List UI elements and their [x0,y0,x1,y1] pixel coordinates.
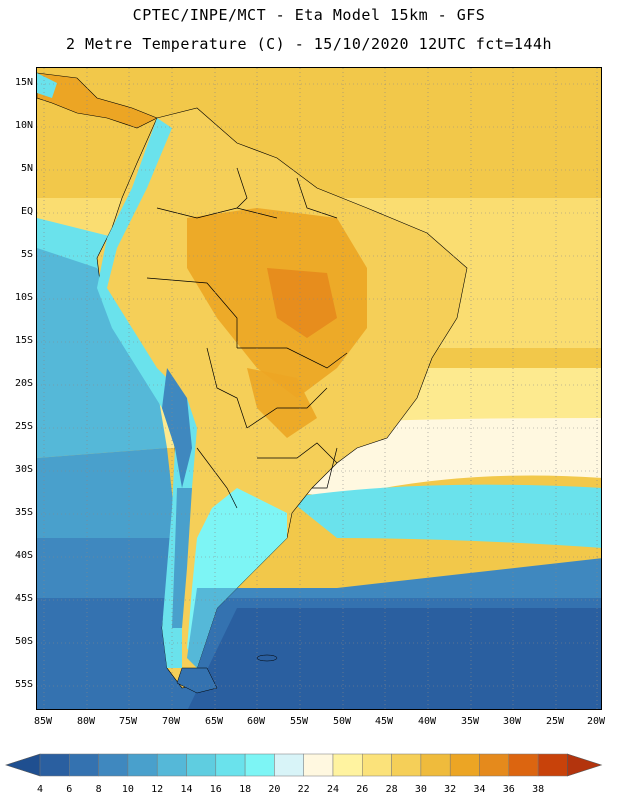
lat-label-50s: 50S [14,636,33,647]
lon-label-60w: 60W [246,716,266,727]
color-scale-tick-label: 14 [180,784,193,795]
lat-label-40s: 40S [14,550,33,561]
color-scale-swatch [39,753,70,777]
color-scale-tick-label: 38 [532,784,545,795]
color-scale-swatch [332,753,363,777]
color-scale-swatch [156,753,187,777]
color-scale-swatch [98,753,129,777]
color-scale-tick-label: 6 [66,784,73,795]
lat-label-20s: 20S [14,378,33,389]
color-scale-swatches [5,753,603,777]
color-scale-swatch [420,753,451,777]
color-scale-tick-label: 24 [326,784,340,795]
lon-label-75w: 75W [118,716,138,727]
color-scale-swatch [362,753,392,777]
color-scale-swatch [508,753,539,777]
color-scale-tick-label: 28 [385,784,398,795]
color-scale-swatch [215,753,246,777]
temperature-field [37,68,601,709]
color-scale-swatch [244,753,275,777]
color-scale-tick-label: 8 [95,784,102,795]
color-scale-high-arrow [567,753,603,777]
lat-label-10n: 10N [14,120,33,131]
lat-label-eq: EQ [20,206,33,217]
lon-label-55w: 55W [289,716,309,727]
color-scale-swatch [537,753,568,777]
color-scale-low-arrow [5,753,41,777]
map-subtitle: 2 Metre Temperature (C) - 15/10/2020 12U… [65,35,553,53]
temperature-map [36,67,602,710]
lon-label-20w: 20W [586,716,606,727]
color-scale-tick-label: 20 [268,784,281,795]
color-scale-tick-label: 26 [356,784,369,795]
lon-label-65w: 65W [204,716,224,727]
lat-label-15n: 15N [14,77,33,88]
lat-label-45s: 45S [14,593,33,604]
color-scale-swatch [186,753,217,777]
lat-label-55s: 55S [14,679,33,690]
color-scale-tick-label: 18 [239,784,252,795]
color-scale-tick-label: 36 [502,784,515,795]
lon-label-40w: 40W [417,716,437,727]
lon-label-85w: 85W [33,716,53,727]
color-scale-swatch [479,753,510,777]
lon-label-70w: 70W [161,716,181,727]
lon-label-50w: 50W [332,716,352,727]
color-scale-tick-label: 4 [36,784,44,795]
lat-label-30s: 30S [14,464,33,475]
color-scale-swatch [127,753,158,777]
color-scale-tick-label: 34 [473,784,486,795]
map-title: CPTEC/INPE/MCT - Eta Model 15km - GFS [132,6,486,24]
lat-label-5n: 5N [20,163,33,174]
lat-label-5s: 5S [20,249,33,260]
color-scale-swatch [449,753,480,777]
color-scale-swatch [274,753,304,777]
lat-label-10s: 10S [14,292,33,303]
color-scale-tick-label: 12 [151,784,164,795]
lon-label-45w: 45W [374,716,394,727]
lon-label-25w: 25W [545,716,565,727]
color-scale-swatch [303,753,334,777]
color-scale-bar [5,753,603,777]
lat-label-35s: 35S [14,507,33,518]
color-scale-tick-label: 10 [121,784,134,795]
lat-label-25s: 25S [14,421,33,432]
color-scale-tick-label: 22 [297,784,310,795]
lon-label-30w: 30W [502,716,522,727]
color-scale-tick-label: 32 [444,784,457,795]
color-scale-swatch [69,753,99,777]
lat-label-15s: 15S [14,335,33,346]
color-scale-tick-label: 30 [414,784,427,795]
lon-label-80w: 80W [76,716,96,727]
color-scale-swatch [391,753,422,777]
lon-label-35w: 35W [460,716,480,727]
color-scale-tick-label: 16 [209,784,222,795]
